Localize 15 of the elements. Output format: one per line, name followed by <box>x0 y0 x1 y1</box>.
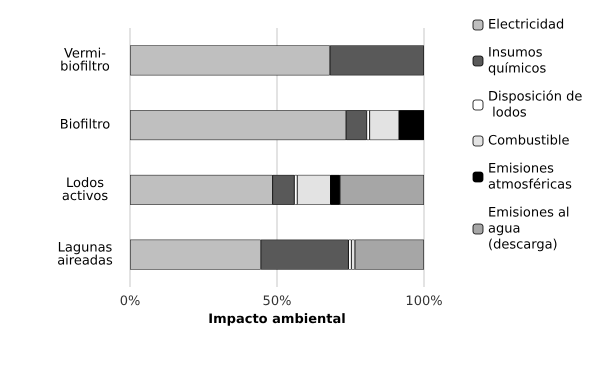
legend-label: Emisiones atmosféricas <box>488 162 572 192</box>
bar <box>354 240 424 270</box>
x-tick-label: 0% <box>120 294 140 309</box>
legend-label: Electricidad <box>488 18 564 32</box>
y-tick-label: Lodos activos <box>62 176 108 204</box>
y-tick-label: Vermi-biofiltro <box>60 46 110 74</box>
y-tick-label: Biofiltro <box>60 118 110 133</box>
x-tick-label: 100% <box>405 294 443 309</box>
x-tick-label: 50% <box>262 294 292 309</box>
x-axis-title: Impacto ambiental <box>208 312 346 327</box>
y-tick-label: Lagunas aireadas <box>57 240 114 269</box>
legend-label: Emisiones al agua (descarga) <box>488 206 574 252</box>
legend-label: Disposición de lodos <box>488 90 582 120</box>
legend-label: Insumos químicos <box>488 46 547 76</box>
legend-label: Combustible <box>488 134 570 148</box>
